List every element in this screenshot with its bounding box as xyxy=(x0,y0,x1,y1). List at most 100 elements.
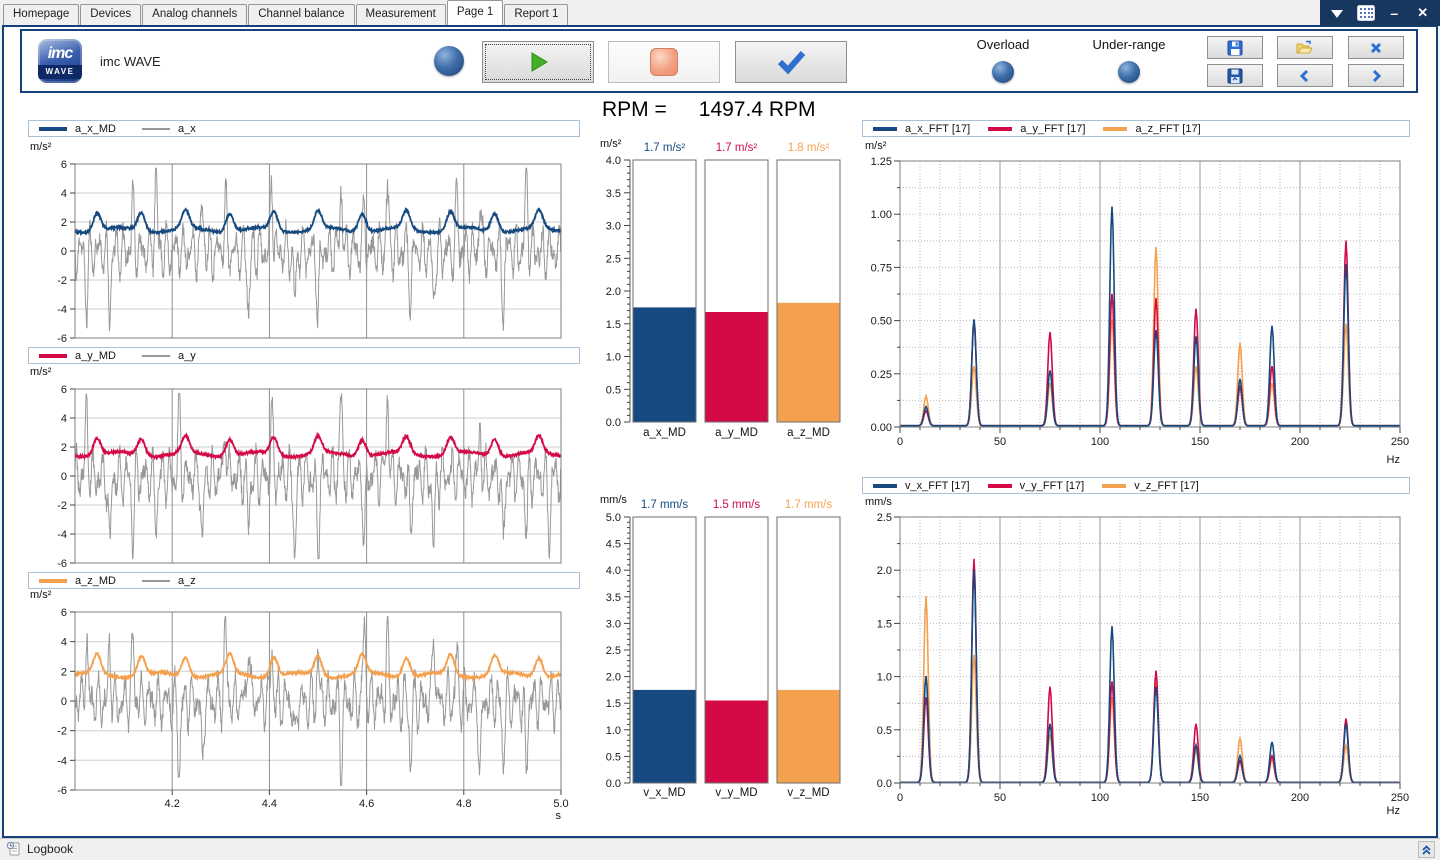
legend-item[interactable]: v_z_FFT [17] xyxy=(1102,480,1199,492)
caret-down-icon xyxy=(1331,9,1344,24)
tab-analog-channels[interactable]: Analog channels xyxy=(142,4,248,25)
legend-item[interactable]: a_y xyxy=(141,350,196,362)
svg-text:-6: -6 xyxy=(57,785,67,797)
chart-time-ay: 6 4 2 0 -2 -4 -6 xyxy=(57,384,562,570)
svg-text:4: 4 xyxy=(61,637,67,649)
legend-item[interactable]: a_z_FFT [17] xyxy=(1103,122,1201,135)
chart-time-ax: 6 4 2 0 -2 -4 -6 xyxy=(57,159,562,345)
bar-value-ay: 1.7 m/s² xyxy=(715,142,758,154)
tab-report-1[interactable]: Report 1 xyxy=(504,4,569,25)
svg-text:0: 0 xyxy=(61,471,67,483)
y-unit-time-ay: m/s² xyxy=(30,366,52,378)
overload-led xyxy=(992,61,1014,83)
svg-text:4.6: 4.6 xyxy=(359,798,374,810)
menu-dropdown-button[interactable] xyxy=(1325,3,1349,23)
overload-label: Overload xyxy=(976,37,1030,52)
legend-item[interactable]: v_y_FFT [17] xyxy=(987,479,1085,492)
tab-label: Channel balance xyxy=(258,8,345,20)
save-button[interactable] xyxy=(1207,36,1263,59)
bar-value-az: 1.8 m/s² xyxy=(787,142,830,154)
tab-measurement[interactable]: Measurement xyxy=(355,4,446,25)
save-as-button[interactable] xyxy=(1207,64,1263,87)
legend-item[interactable]: v_x_FFT [17] xyxy=(873,480,970,492)
svg-text:3.5: 3.5 xyxy=(606,592,621,604)
tab-devices[interactable]: Devices xyxy=(80,4,142,25)
legend-item[interactable]: a_y_FFT [17] xyxy=(988,123,1085,135)
svg-text:4.0: 4.0 xyxy=(606,155,621,167)
svg-text:0.0: 0.0 xyxy=(606,417,621,429)
svg-text:0.50: 0.50 xyxy=(871,316,892,328)
legend-item[interactable]: a_y_MD xyxy=(39,350,116,362)
legend-item[interactable]: a_x xyxy=(141,123,196,135)
legend-time-az[interactable]: a_z_MD a_z xyxy=(28,572,580,589)
svg-text:0.25: 0.25 xyxy=(871,369,892,381)
bar-label-az: a_z_MD xyxy=(787,427,830,439)
svg-text:1.5: 1.5 xyxy=(606,698,621,710)
confirm-button[interactable] xyxy=(735,41,847,83)
chevron-up-double-icon xyxy=(1422,845,1431,855)
close-button[interactable]: ✕ xyxy=(1417,5,1429,20)
svg-text:200: 200 xyxy=(1291,436,1309,448)
svg-text:2: 2 xyxy=(61,442,67,454)
svg-text:5.0: 5.0 xyxy=(606,512,621,524)
legend-time-ax[interactable]: a_x_MD a_x xyxy=(28,120,580,137)
svg-text:0.5: 0.5 xyxy=(877,725,892,737)
legend-item[interactable]: a_x_FFT [17] xyxy=(873,123,970,135)
svg-text:6: 6 xyxy=(61,607,67,619)
rpm-value: 1497.4 RPM xyxy=(698,98,816,121)
svg-text:-4: -4 xyxy=(57,304,67,316)
logbook-button[interactable]: Logbook xyxy=(6,841,73,856)
start-measurement-button[interactable] xyxy=(482,41,594,83)
tab-page-1[interactable]: Page 1 xyxy=(446,0,504,25)
under-range-led xyxy=(1118,61,1140,83)
svg-text:6: 6 xyxy=(61,384,67,396)
svg-text:-6: -6 xyxy=(57,333,67,345)
expand-logbook-button[interactable] xyxy=(1418,841,1435,858)
previous-page-button[interactable] xyxy=(1277,64,1333,87)
line-swatch xyxy=(141,127,170,130)
minimize-button[interactable]: – xyxy=(1390,5,1399,21)
load-button[interactable] xyxy=(1277,36,1333,59)
legend-time-ay[interactable]: a_y_MD a_y xyxy=(28,347,580,364)
tab-label: Page 1 xyxy=(456,6,494,18)
chart-fft-a: 1.25 1.00 0.75 0.50 0.25 0.00 0 50 100 150 200 250 xyxy=(871,156,1410,448)
legend-label: a_x_MD xyxy=(75,122,116,135)
y-unit-bars-v: mm/s xyxy=(600,494,627,506)
panel-grid-button[interactable] xyxy=(1354,3,1378,23)
line-swatch xyxy=(39,578,67,583)
tab-channel-balance[interactable]: Channel balance xyxy=(248,4,355,25)
legend-fft-v[interactable]: v_x_FFT [17] v_y_FFT [17] v_z_FFT [17] xyxy=(862,477,1410,494)
legend-label: v_y_FFT [17] xyxy=(1019,479,1085,492)
svg-text:2.0: 2.0 xyxy=(606,672,621,684)
tab-homepage[interactable]: Homepage xyxy=(3,4,80,25)
svg-text:150: 150 xyxy=(1191,792,1209,804)
next-page-button[interactable] xyxy=(1348,64,1404,87)
line-swatch xyxy=(141,354,170,357)
legend-item[interactable]: a_z xyxy=(141,575,196,587)
legend-label: a_z_FFT [17] xyxy=(1135,122,1201,135)
svg-text:-4: -4 xyxy=(57,529,67,541)
svg-text:4.5: 4.5 xyxy=(606,539,621,551)
line-swatch xyxy=(39,126,67,131)
delete-button[interactable] xyxy=(1348,36,1404,59)
legend-item[interactable]: a_x_MD xyxy=(39,123,116,135)
svg-text:1.25: 1.25 xyxy=(871,156,892,168)
svg-text:0.0: 0.0 xyxy=(606,778,621,790)
stop-measurement-button[interactable] xyxy=(608,41,720,83)
line-swatch xyxy=(1103,126,1128,131)
x-unit-time: s xyxy=(555,810,562,822)
legend-fft-a[interactable]: a_x_FFT [17] a_y_FFT [17] a_z_FFT [17] xyxy=(862,120,1410,137)
svg-text:2: 2 xyxy=(61,217,67,229)
legend-item[interactable]: a_z_MD xyxy=(39,575,116,587)
svg-text:250: 250 xyxy=(1391,792,1409,804)
under-range-label: Under-range xyxy=(1092,37,1166,52)
titlebar-controls: – ✕ xyxy=(1320,0,1440,26)
x-icon xyxy=(1370,42,1382,53)
rpm-readout: RPM = 1497.4 RPM xyxy=(602,98,816,122)
tab-label: Homepage xyxy=(13,8,70,20)
bar-value-vz: 1.7 mm/s xyxy=(784,499,833,511)
svg-text:0: 0 xyxy=(61,246,67,258)
svg-text:0.5: 0.5 xyxy=(606,384,621,396)
